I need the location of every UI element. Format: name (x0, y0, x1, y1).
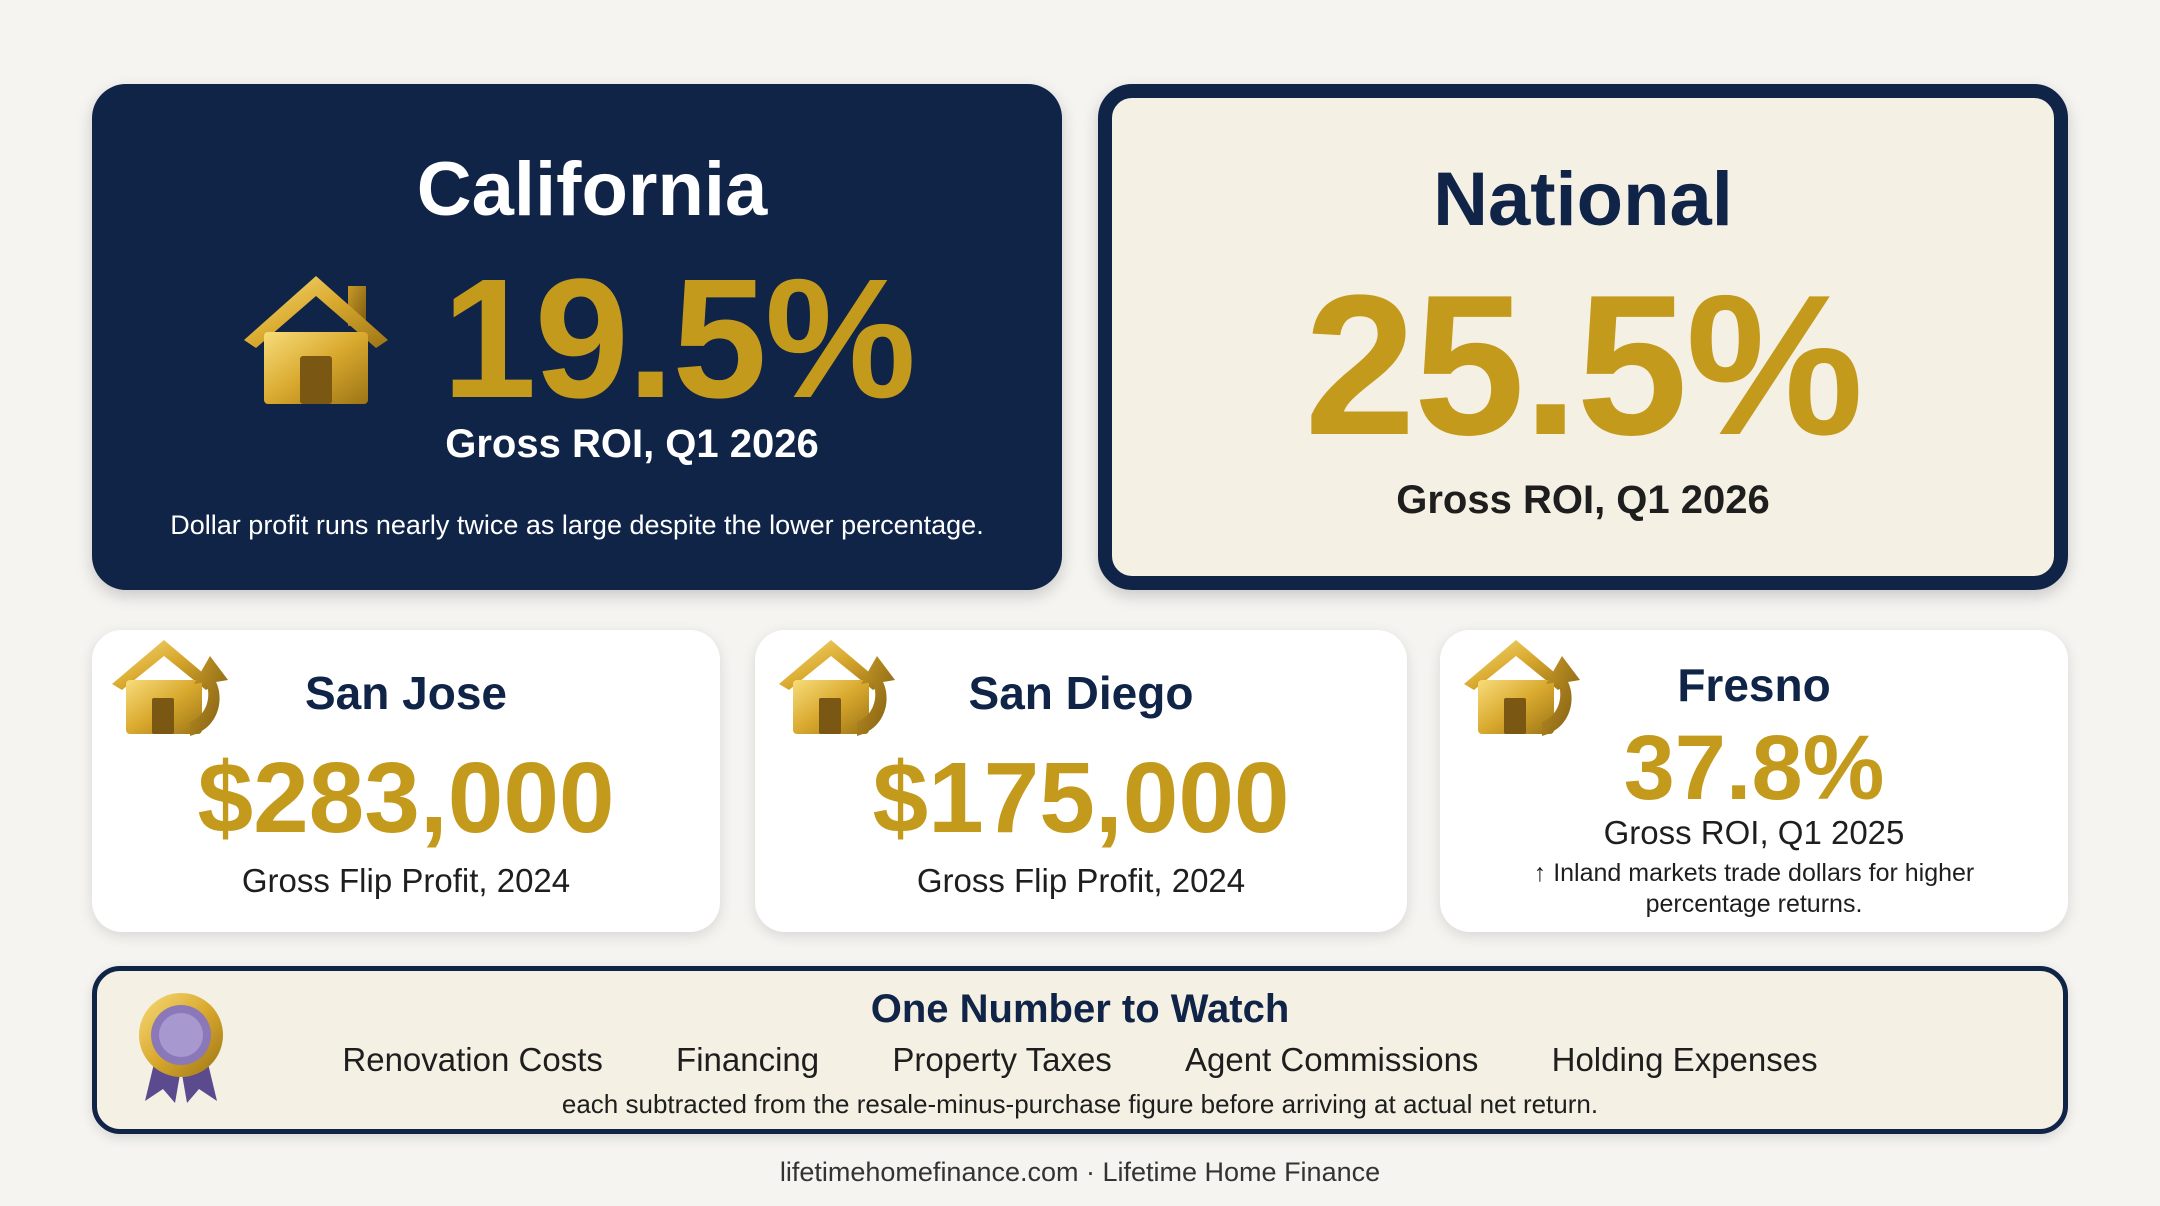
watch-title: One Number to Watch (870, 987, 1290, 1031)
footer-credit: lifetimehomefinance.com · Lifetime Home … (779, 1157, 1381, 1187)
city-label: Gross Flip Profit, 2024 (241, 862, 571, 899)
national-roi: 25.5% (1304, 254, 1863, 477)
house-arrow-icon (112, 640, 228, 736)
city-value: 37.8% (1623, 717, 1885, 819)
national-roi-label: Gross ROI, Q1 2026 (1396, 478, 1770, 522)
watch-item: Agent Commissions (1184, 1041, 1479, 1078)
california-roi-label: Gross ROI, Q1 2026 (445, 422, 819, 466)
city-note: ↑ Inland markets trade dollars for highe… (1533, 859, 1975, 918)
house-icon (244, 276, 388, 404)
city-label: Gross Flip Profit, 2024 (916, 862, 1246, 899)
city-card-san-jose: San Jose $283,000 Gross Flip Profit, 202… (92, 630, 720, 932)
city-value: $175,000 (872, 742, 1290, 854)
city-value: $283,000 (197, 742, 615, 854)
watch-card: One Number to Watch Renovation Costs Fin… (92, 966, 2068, 1134)
city-name: Fresno (1677, 659, 1831, 711)
city-card-fresno: Fresno 37.8% Gross ROI, Q1 2025 ↑ Inland… (1440, 630, 2068, 932)
watch-item: Renovation Costs (342, 1041, 603, 1078)
city-card-san-diego: San Diego $175,000 Gross Flip Profit, 20… (755, 630, 1407, 932)
national-title: National (1433, 157, 1733, 242)
house-arrow-icon (1464, 640, 1580, 736)
national-card: National 25.5% Gross ROI, Q1 2026 (1098, 84, 2068, 590)
city-name: San Jose (305, 667, 507, 719)
watch-items: Renovation Costs Financing Property Taxe… (97, 1041, 2063, 1079)
california-title: California (416, 147, 768, 232)
watch-item: Holding Expenses (1551, 1041, 1818, 1078)
california-card: California 19.5% Gross ROI, Q1 2026 Doll… (92, 84, 1062, 590)
california-roi: 19.5% (442, 244, 916, 434)
california-note: Dollar profit runs nearly twice as large… (170, 510, 984, 540)
city-label: Gross ROI, Q1 2025 (1603, 814, 1905, 851)
award-ribbon-icon (139, 993, 223, 1103)
watch-item: Property Taxes (892, 1041, 1112, 1078)
watch-item: Financing (676, 1041, 820, 1078)
house-arrow-icon (779, 640, 895, 736)
watch-note: each subtracted from the resale-minus-pu… (561, 1089, 1599, 1119)
city-name: San Diego (968, 667, 1194, 719)
